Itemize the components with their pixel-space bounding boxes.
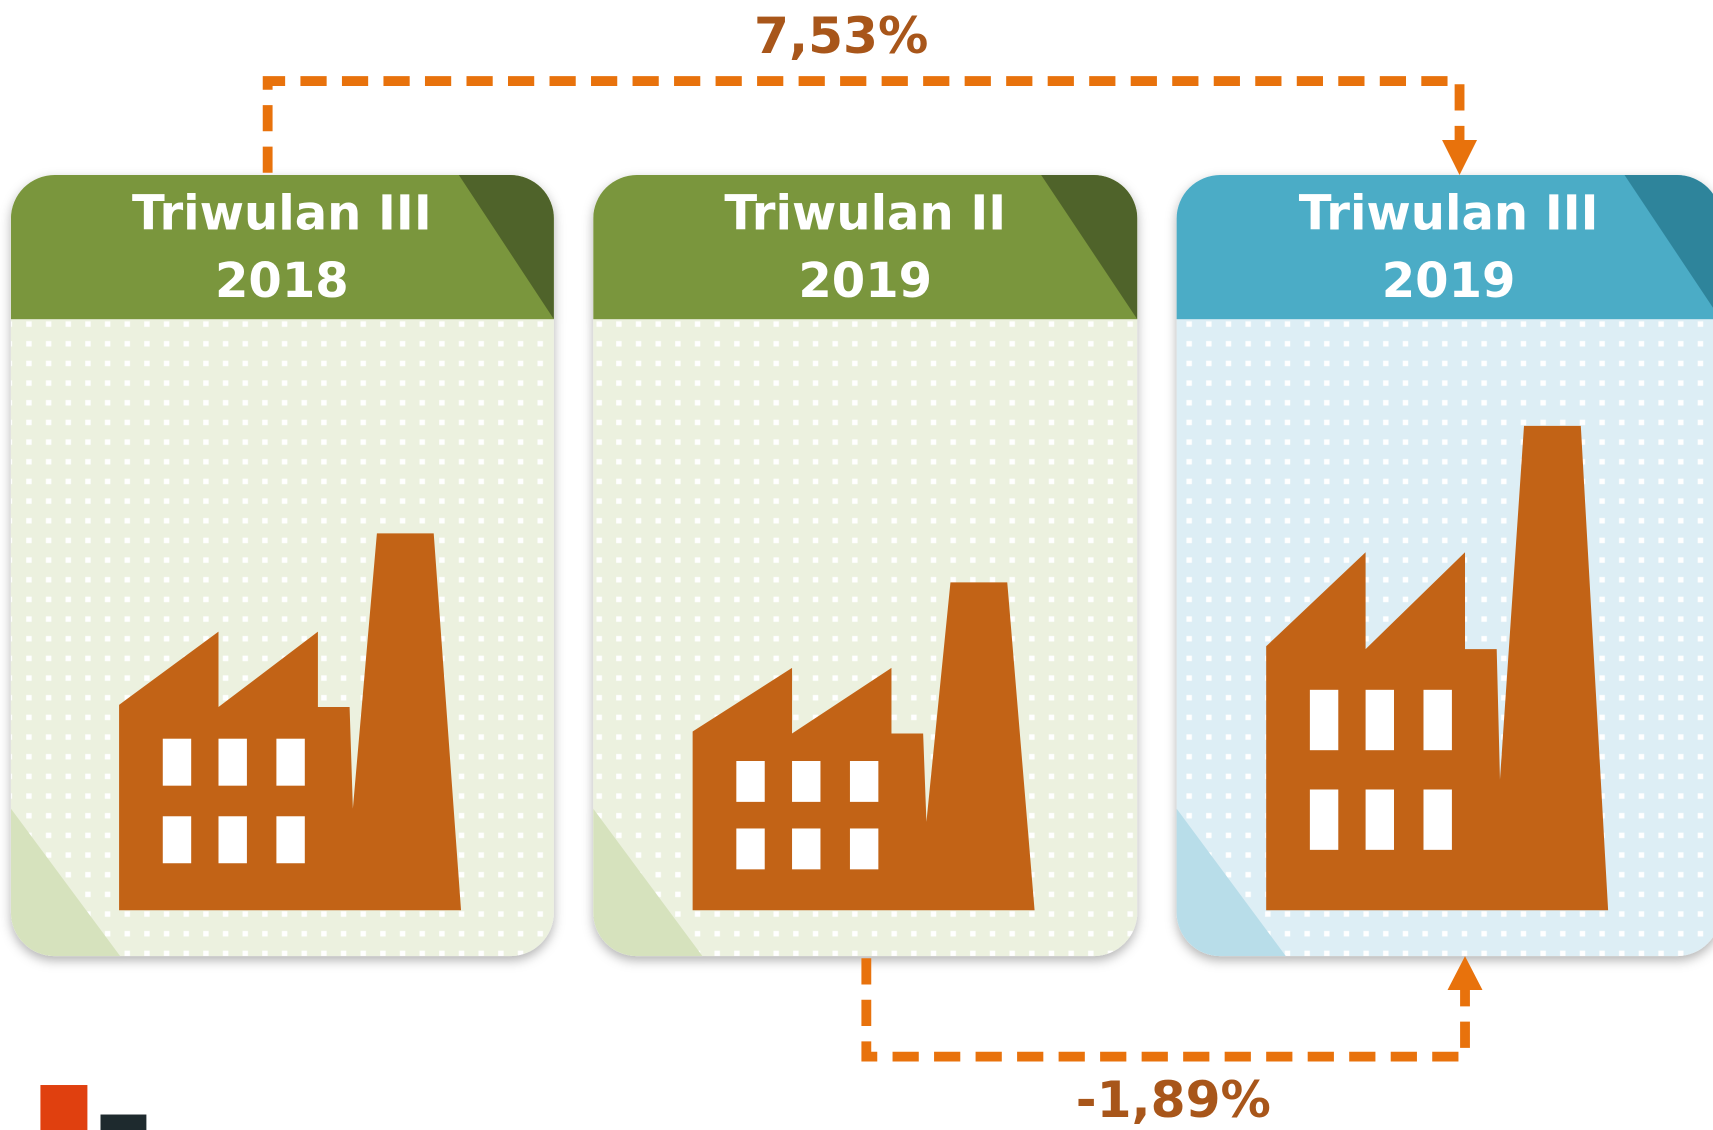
card-year: 2018 bbox=[215, 253, 349, 309]
arrow bbox=[262, 76, 1478, 175]
factory-icon bbox=[692, 582, 1035, 911]
factory-icon bbox=[119, 533, 462, 911]
change-label: 7,53% bbox=[754, 6, 928, 65]
card-title: Triwulan II bbox=[724, 186, 1006, 242]
logo bbox=[40, 1085, 147, 1130]
card-title: Triwulan III bbox=[132, 186, 432, 242]
arrow bbox=[861, 956, 1483, 1062]
card-year: 2019 bbox=[798, 253, 932, 309]
card bbox=[593, 174, 1138, 957]
change-label: -1,89% bbox=[1076, 1070, 1271, 1129]
card-year: 2019 bbox=[1382, 253, 1516, 309]
card-title: Triwulan III bbox=[1299, 186, 1599, 242]
factory-icon bbox=[1266, 425, 1609, 911]
card bbox=[1176, 174, 1713, 957]
